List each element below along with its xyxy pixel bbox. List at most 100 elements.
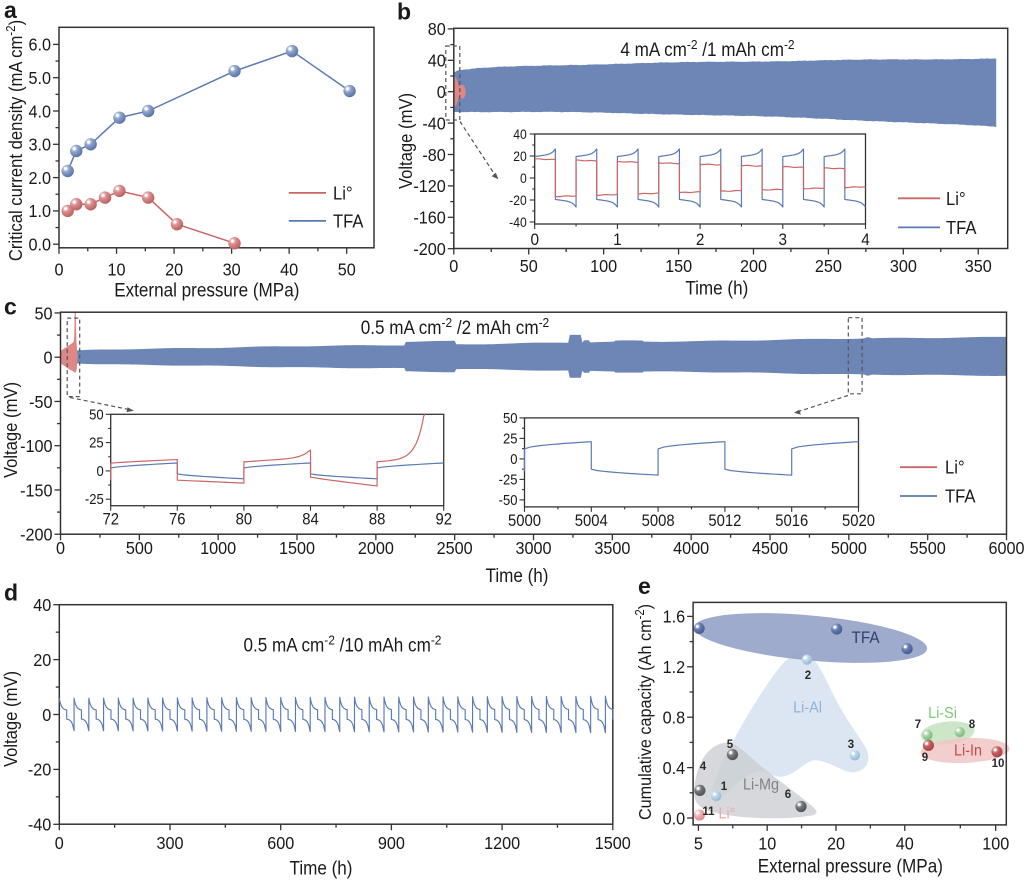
svg-text:0.4: 0.4 xyxy=(663,758,686,778)
svg-text:300: 300 xyxy=(156,833,183,853)
svg-text:20: 20 xyxy=(165,260,183,280)
svg-text:-160: -160 xyxy=(413,208,445,228)
svg-text:1500: 1500 xyxy=(279,538,315,558)
svg-text:50: 50 xyxy=(338,260,356,280)
svg-text:84: 84 xyxy=(302,511,319,529)
svg-text:Li°: Li° xyxy=(945,457,965,478)
svg-text:1500: 1500 xyxy=(595,833,631,853)
svg-text:TFA: TFA xyxy=(851,628,879,647)
svg-text:External pressure (MPa): External pressure (MPa) xyxy=(758,856,943,877)
svg-text:-120: -120 xyxy=(413,176,445,196)
svg-text:7: 7 xyxy=(915,719,921,731)
svg-text:40: 40 xyxy=(280,260,298,280)
svg-text:5008: 5008 xyxy=(642,512,675,530)
svg-text:50: 50 xyxy=(89,407,104,423)
svg-text:4500: 4500 xyxy=(752,538,788,558)
svg-text:10: 10 xyxy=(108,260,126,280)
svg-text:10: 10 xyxy=(992,758,1005,770)
svg-text:-150: -150 xyxy=(20,480,52,500)
svg-text:0: 0 xyxy=(510,451,518,467)
svg-text:0: 0 xyxy=(56,538,65,558)
svg-text:-20: -20 xyxy=(28,760,51,780)
svg-text:250: 250 xyxy=(815,256,842,276)
svg-text:0.0: 0.0 xyxy=(663,809,686,829)
svg-text:6: 6 xyxy=(785,789,791,801)
svg-text:350: 350 xyxy=(965,256,992,276)
svg-text:5020: 5020 xyxy=(842,512,875,530)
svg-text:1000: 1000 xyxy=(200,538,236,558)
svg-text:c: c xyxy=(4,294,17,320)
svg-text:50: 50 xyxy=(503,410,518,426)
svg-text:6.0: 6.0 xyxy=(28,35,51,55)
svg-text:0: 0 xyxy=(530,230,539,249)
svg-text:5.0: 5.0 xyxy=(28,68,51,88)
svg-text:Voltage (mV): Voltage (mV) xyxy=(395,93,416,189)
svg-text:-40: -40 xyxy=(28,815,51,835)
svg-text:200: 200 xyxy=(740,256,767,276)
svg-text:6000: 6000 xyxy=(989,538,1024,558)
svg-text:3: 3 xyxy=(848,739,854,751)
svg-text:5: 5 xyxy=(727,739,734,751)
svg-text:1200: 1200 xyxy=(484,833,520,853)
svg-text:25: 25 xyxy=(503,431,518,447)
svg-text:d: d xyxy=(4,579,18,605)
svg-text:50: 50 xyxy=(34,303,52,323)
svg-text:0.5 mA cm-2 /10 mAh cm-2: 0.5 mA cm-2 /10 mAh cm-2 xyxy=(244,633,442,656)
svg-text:Li-In: Li-In xyxy=(954,742,982,760)
svg-text:5012: 5012 xyxy=(708,512,741,530)
svg-text:Li°: Li° xyxy=(946,188,966,209)
svg-text:Li°: Li° xyxy=(333,183,353,204)
svg-text:-100: -100 xyxy=(20,436,52,456)
svg-text:40: 40 xyxy=(896,834,914,854)
svg-text:Time (h): Time (h) xyxy=(685,278,748,299)
svg-text:4000: 4000 xyxy=(673,538,709,558)
svg-text:4.0: 4.0 xyxy=(28,102,51,122)
svg-text:4: 4 xyxy=(861,230,870,249)
svg-text:5: 5 xyxy=(694,834,703,854)
svg-text:1.2: 1.2 xyxy=(663,657,686,677)
svg-text:Cumulative capacity (Ah cm-2): Cumulative capacity (Ah cm-2) xyxy=(633,604,656,820)
svg-text:20: 20 xyxy=(827,834,845,854)
svg-text:-80: -80 xyxy=(422,145,445,165)
svg-text:20: 20 xyxy=(33,650,51,670)
svg-text:40: 40 xyxy=(428,51,446,71)
svg-text:External pressure (MPa): External pressure (MPa) xyxy=(114,280,299,301)
svg-text:a: a xyxy=(4,0,17,23)
svg-text:Voltage (mV): Voltage (mV) xyxy=(0,671,21,767)
svg-text:Li-Al: Li-Al xyxy=(793,699,822,717)
svg-text:4: 4 xyxy=(700,761,707,773)
svg-text:-20: -20 xyxy=(509,192,527,208)
svg-text:3000: 3000 xyxy=(516,538,552,558)
svg-text:0.0: 0.0 xyxy=(28,235,51,255)
svg-text:2500: 2500 xyxy=(437,538,473,558)
svg-text:Li°: Li° xyxy=(719,805,736,823)
svg-text:3500: 3500 xyxy=(594,538,630,558)
svg-text:100: 100 xyxy=(590,256,617,276)
svg-text:5000: 5000 xyxy=(831,538,867,558)
svg-text:-40: -40 xyxy=(422,114,445,134)
svg-text:Time (h): Time (h) xyxy=(486,565,549,586)
svg-text:-25: -25 xyxy=(85,492,104,508)
svg-text:5004: 5004 xyxy=(575,512,608,530)
svg-text:8: 8 xyxy=(969,719,976,731)
svg-text:0: 0 xyxy=(96,463,104,479)
svg-text:0: 0 xyxy=(55,833,64,853)
svg-text:Voltage (mV): Voltage (mV) xyxy=(0,382,21,478)
svg-text:-50: -50 xyxy=(29,392,52,412)
svg-text:76: 76 xyxy=(169,511,186,529)
svg-text:-200: -200 xyxy=(20,525,52,545)
svg-text:-25: -25 xyxy=(499,472,518,488)
svg-text:100: 100 xyxy=(982,834,1009,854)
svg-text:-40: -40 xyxy=(509,214,527,230)
svg-text:2.0: 2.0 xyxy=(28,168,51,188)
svg-text:40: 40 xyxy=(33,595,51,615)
svg-text:50: 50 xyxy=(520,256,538,276)
svg-text:30: 30 xyxy=(223,260,241,280)
svg-text:b: b xyxy=(397,0,411,24)
svg-text:25: 25 xyxy=(89,435,104,451)
svg-text:5016: 5016 xyxy=(775,512,808,530)
svg-text:e: e xyxy=(638,573,651,599)
svg-text:900: 900 xyxy=(378,833,405,853)
svg-text:20: 20 xyxy=(513,148,527,164)
svg-text:1.0: 1.0 xyxy=(28,201,51,221)
